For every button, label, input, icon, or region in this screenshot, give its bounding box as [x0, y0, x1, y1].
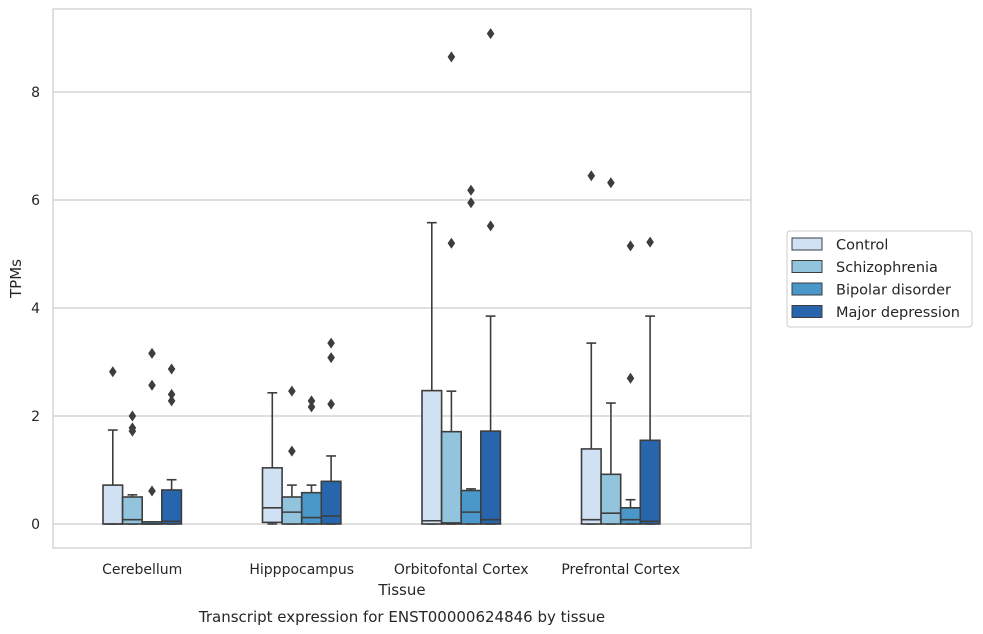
box — [102, 484, 124, 525]
box-group — [102, 366, 124, 525]
x-tick-label: Hipppocampus — [249, 562, 354, 578]
outlier-point — [626, 372, 635, 384]
outlier-point — [467, 184, 475, 196]
legend: Control Schizophrenia Bipolar disorder Majo… — [786, 230, 973, 328]
y-tick-labels: 0 2 4 6 8 — [31, 85, 40, 533]
outlier-point — [447, 237, 456, 249]
outlier-point — [327, 352, 335, 364]
outlier-point — [447, 51, 456, 63]
box-group — [141, 347, 163, 525]
y-tick-label: 0 — [31, 517, 40, 533]
outlier-point — [167, 388, 176, 400]
box-group — [580, 170, 602, 525]
outlier-point — [288, 385, 296, 397]
box-group — [479, 28, 502, 525]
outlier-point — [646, 236, 654, 248]
box-group — [161, 363, 183, 525]
legend-entry: Control — [836, 238, 888, 254]
box-group — [320, 337, 342, 525]
box — [261, 467, 283, 524]
legend-frame — [786, 230, 973, 328]
outlier-point — [486, 220, 495, 232]
legend-entry: Bipolar disorder — [836, 283, 951, 299]
box — [421, 389, 443, 525]
box — [619, 506, 642, 525]
box — [460, 489, 482, 525]
y-tick-label: 2 — [31, 409, 40, 425]
box-series — [102, 28, 661, 525]
outlier-point — [288, 445, 296, 457]
outlier-point — [587, 170, 596, 182]
x-tick-label: Orbitofontal Cortex — [394, 562, 529, 578]
box-group — [300, 395, 323, 525]
plot-frame — [52, 8, 752, 549]
outlier-point — [109, 366, 117, 378]
box — [440, 430, 463, 525]
box-group — [600, 177, 622, 525]
outlier-point — [467, 197, 475, 209]
box-group — [619, 240, 642, 525]
outlier-point — [148, 485, 156, 497]
box-group — [261, 391, 283, 525]
y-axis-label: TPMs — [7, 259, 25, 299]
outlier-point — [307, 395, 316, 407]
box-group — [639, 236, 661, 525]
box — [320, 480, 342, 525]
legend-swatch — [791, 282, 823, 296]
box-group — [460, 184, 482, 525]
box — [161, 489, 183, 525]
box — [580, 448, 602, 525]
legend-swatch — [791, 305, 823, 318]
outlier-point — [486, 28, 495, 40]
x-tick-labels: Cerebellum Hipppocampus Orbitofontal Corte… — [102, 562, 680, 578]
legend-swatch — [791, 237, 823, 251]
outlier-point — [607, 177, 615, 189]
outlier-point — [626, 240, 635, 252]
box — [639, 439, 661, 525]
outlier-point — [128, 410, 137, 422]
legend-entry: Major depression — [836, 305, 960, 321]
legend-entry: Schizophrenia — [836, 260, 938, 276]
box-group — [421, 221, 443, 525]
box-group — [121, 410, 143, 525]
box — [300, 491, 323, 525]
legend-swatch — [791, 260, 823, 273]
box — [479, 430, 502, 525]
chart-caption: Transcript expression for ENST0000062484… — [198, 608, 605, 626]
x-tick-label: Prefrontal Cortex — [561, 562, 680, 578]
box-group — [281, 385, 303, 525]
box-group — [440, 51, 463, 525]
y-tick-label: 8 — [31, 85, 40, 101]
y-tick-label: 6 — [31, 193, 40, 209]
x-axis-label: Tissue — [377, 581, 425, 599]
outlier-point — [148, 379, 156, 391]
box — [600, 473, 622, 525]
y-tick-label: 4 — [31, 301, 40, 317]
outlier-point — [128, 425, 137, 437]
outlier-point — [307, 401, 316, 413]
outlier-point — [327, 337, 335, 349]
outlier-point — [167, 395, 176, 407]
x-tick-label: Cerebellum — [102, 562, 182, 578]
outlier-point — [148, 347, 156, 359]
box — [281, 496, 303, 525]
outlier-point — [327, 398, 335, 410]
outlier-point — [167, 363, 176, 375]
box — [121, 496, 143, 525]
